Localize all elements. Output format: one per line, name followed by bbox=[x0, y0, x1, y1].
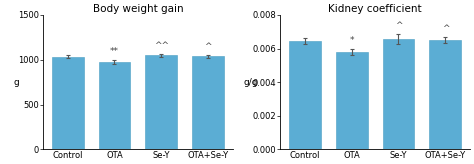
Bar bbox=[52, 57, 83, 149]
Y-axis label: g: g bbox=[14, 78, 19, 87]
Text: **: ** bbox=[110, 47, 119, 56]
Bar bbox=[192, 56, 224, 149]
Text: ^: ^ bbox=[395, 21, 402, 30]
Text: ^: ^ bbox=[204, 42, 212, 51]
Bar bbox=[289, 41, 321, 149]
Title: Kidney coefficient: Kidney coefficient bbox=[328, 4, 422, 14]
Text: ^: ^ bbox=[442, 24, 449, 33]
Bar bbox=[429, 40, 461, 149]
Bar bbox=[383, 39, 414, 149]
Bar bbox=[336, 52, 367, 149]
Bar bbox=[146, 55, 177, 149]
Text: ^^: ^^ bbox=[154, 41, 169, 50]
Y-axis label: g/g: g/g bbox=[244, 78, 258, 87]
Text: *: * bbox=[349, 36, 354, 45]
Title: Body weight gain: Body weight gain bbox=[92, 4, 183, 14]
Bar bbox=[99, 62, 130, 149]
